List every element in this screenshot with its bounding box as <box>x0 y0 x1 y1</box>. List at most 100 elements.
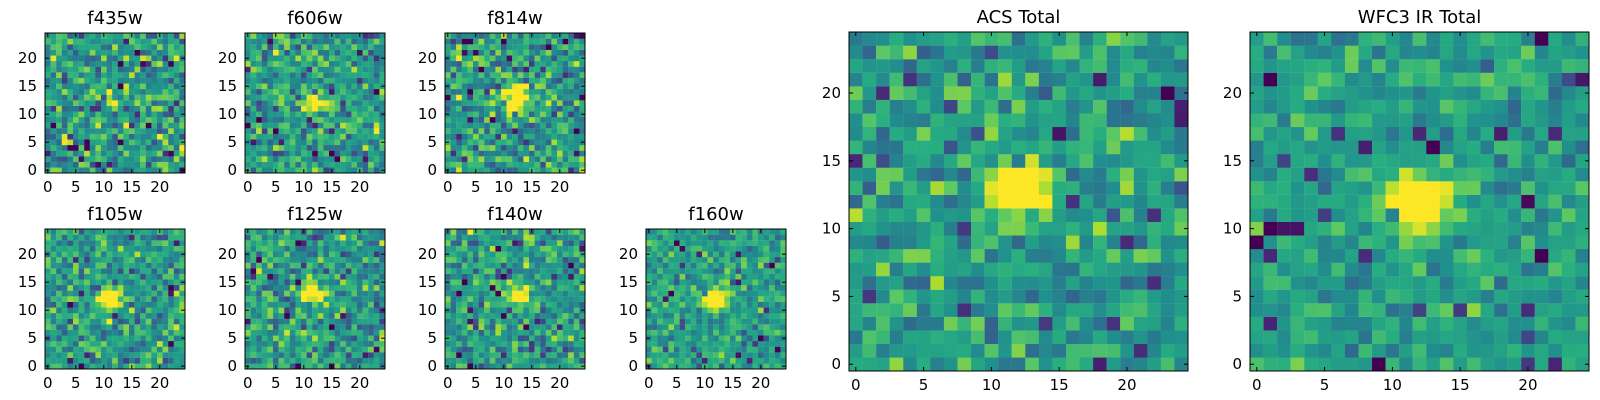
heatmap-cell <box>112 111 118 118</box>
heatmap-cell <box>78 234 85 241</box>
heatmap-cell <box>73 111 79 118</box>
heatmap-cell <box>876 181 890 195</box>
heatmap-cell <box>467 117 474 123</box>
heatmap-cell <box>340 44 346 50</box>
heatmap-cell <box>984 303 999 317</box>
heatmap-cell <box>289 77 296 84</box>
heatmap-cell <box>123 307 130 314</box>
heatmap-cell <box>306 145 313 151</box>
heatmap-cell <box>579 240 586 246</box>
heatmap-cell <box>50 139 57 146</box>
heatmap-cell <box>568 44 574 50</box>
heatmap-cell <box>106 335 113 342</box>
heatmap-cell <box>473 61 479 67</box>
heatmap-cell <box>267 279 274 286</box>
heatmap-cell <box>140 341 146 347</box>
heatmap-cell <box>445 318 451 325</box>
heatmap-cell <box>450 77 457 84</box>
heatmap-cell <box>157 83 163 90</box>
heatmap-cell <box>329 296 335 302</box>
heatmap-cell <box>123 100 130 106</box>
heatmap-cell <box>495 89 502 95</box>
heatmap-cell <box>862 154 877 168</box>
heatmap-cell <box>456 290 462 297</box>
heatmap-cell <box>345 324 352 330</box>
heatmap-cell <box>495 234 502 241</box>
heatmap-cell <box>506 301 513 308</box>
heatmap-cell <box>289 318 296 325</box>
heatmap-cell <box>56 100 62 106</box>
heatmap-cell <box>368 111 374 118</box>
heatmap-cell <box>478 240 485 246</box>
heatmap-cell <box>551 363 558 370</box>
heatmap-cell <box>489 139 496 146</box>
heatmap-cell <box>278 262 285 269</box>
heatmap-cell <box>512 66 518 73</box>
heatmap-cell <box>256 139 262 146</box>
heatmap-cell <box>179 301 186 308</box>
heatmap-cell <box>707 335 714 342</box>
heatmap-cell <box>140 161 146 168</box>
heatmap-cell <box>557 89 563 95</box>
heatmap-cell <box>261 44 268 50</box>
heatmap-cell <box>473 44 479 50</box>
heatmap-cell <box>101 66 107 73</box>
heatmap-cell <box>256 156 262 162</box>
heatmap-cell <box>368 61 374 67</box>
heatmap-cell <box>489 279 496 286</box>
heatmap-cell <box>50 318 57 325</box>
heatmap-cell <box>696 290 703 297</box>
heatmap-cell <box>67 72 74 78</box>
heatmap-cell <box>707 245 714 252</box>
heatmap-cell <box>741 363 747 370</box>
heatmap-cell <box>50 335 57 342</box>
heatmap-cell <box>445 346 451 353</box>
heatmap-cell <box>179 296 186 302</box>
heatmap-cell <box>1079 316 1094 331</box>
heatmap-cell <box>685 346 691 353</box>
heatmap-cell <box>373 262 380 269</box>
heatmap-cell <box>456 341 462 347</box>
heatmap-cell <box>702 234 708 241</box>
heatmap-cell <box>306 324 313 330</box>
heatmap-cell <box>162 318 169 325</box>
heatmap-cell <box>1025 235 1039 250</box>
heatmap-cell <box>273 290 279 297</box>
heatmap-cell <box>50 245 57 252</box>
heatmap-cell <box>495 133 502 140</box>
heatmap-cell <box>702 279 708 286</box>
heatmap-cell <box>362 313 369 319</box>
heatmap-cell <box>450 33 457 39</box>
heatmap-cell <box>568 313 574 319</box>
heatmap-cell <box>61 94 68 101</box>
heatmap-cell <box>106 66 113 73</box>
heatmap-cell <box>112 279 118 286</box>
heatmap-cell <box>1038 303 1053 317</box>
heatmap-cell <box>73 55 79 62</box>
heatmap-cell <box>780 234 787 241</box>
heatmap-cell <box>245 133 251 140</box>
heatmap-cell <box>529 290 535 297</box>
heatmap-cell <box>662 307 669 314</box>
heatmap-cell <box>758 329 764 336</box>
heatmap-cell <box>1052 316 1067 331</box>
heatmap-cell <box>334 245 341 252</box>
heatmap-cell <box>529 335 535 342</box>
heatmap-cell <box>456 61 462 67</box>
heatmap-cell <box>679 296 686 302</box>
heatmap-cell <box>345 262 352 269</box>
heatmap-cell <box>545 245 552 252</box>
heatmap-cell <box>1011 167 1026 182</box>
heatmap-cell <box>461 100 468 106</box>
heatmap-cell <box>512 290 518 297</box>
heatmap-cell <box>735 335 742 342</box>
heatmap-cell <box>579 44 586 50</box>
heatmap-cell <box>971 289 985 304</box>
heatmap-cell <box>379 105 386 112</box>
heatmap-cell <box>562 229 569 235</box>
heatmap-cell <box>145 273 152 280</box>
heatmap-cell <box>357 285 363 291</box>
heatmap-cell <box>445 161 451 168</box>
heatmap-cell <box>106 77 113 84</box>
heatmap-cell <box>84 273 90 280</box>
